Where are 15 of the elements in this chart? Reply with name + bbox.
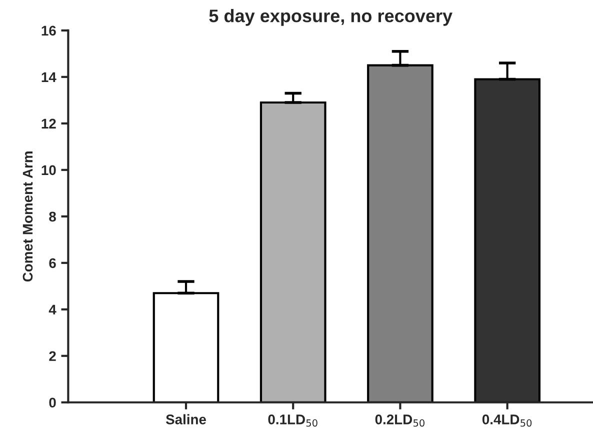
y-tick-label: 10 bbox=[42, 165, 56, 176]
y-tick-label: 14 bbox=[42, 72, 56, 82]
y-tick-label: 16 bbox=[42, 26, 56, 36]
chart-title: 5 day exposure, no recovery bbox=[209, 9, 452, 26]
x-tick-label: Saline bbox=[166, 414, 206, 424]
y-axis-title: Comet Moment Arm bbox=[22, 152, 33, 282]
y-tick-label: 0 bbox=[49, 398, 56, 408]
y-tick-label: 8 bbox=[49, 212, 56, 222]
x-tick-label: 0.2LD$_{50}$ bbox=[375, 414, 424, 427]
y-tick-label: 12 bbox=[42, 118, 56, 128]
y-tick-label: 4 bbox=[48, 304, 56, 314]
x-tick-label: 0.1LD$_{50}$ bbox=[268, 414, 318, 427]
x-tick-label: 0.4LD$_{50}$ bbox=[482, 414, 532, 427]
y-tick-label: 6 bbox=[49, 258, 56, 268]
y-tick-label: 2 bbox=[49, 351, 56, 361]
